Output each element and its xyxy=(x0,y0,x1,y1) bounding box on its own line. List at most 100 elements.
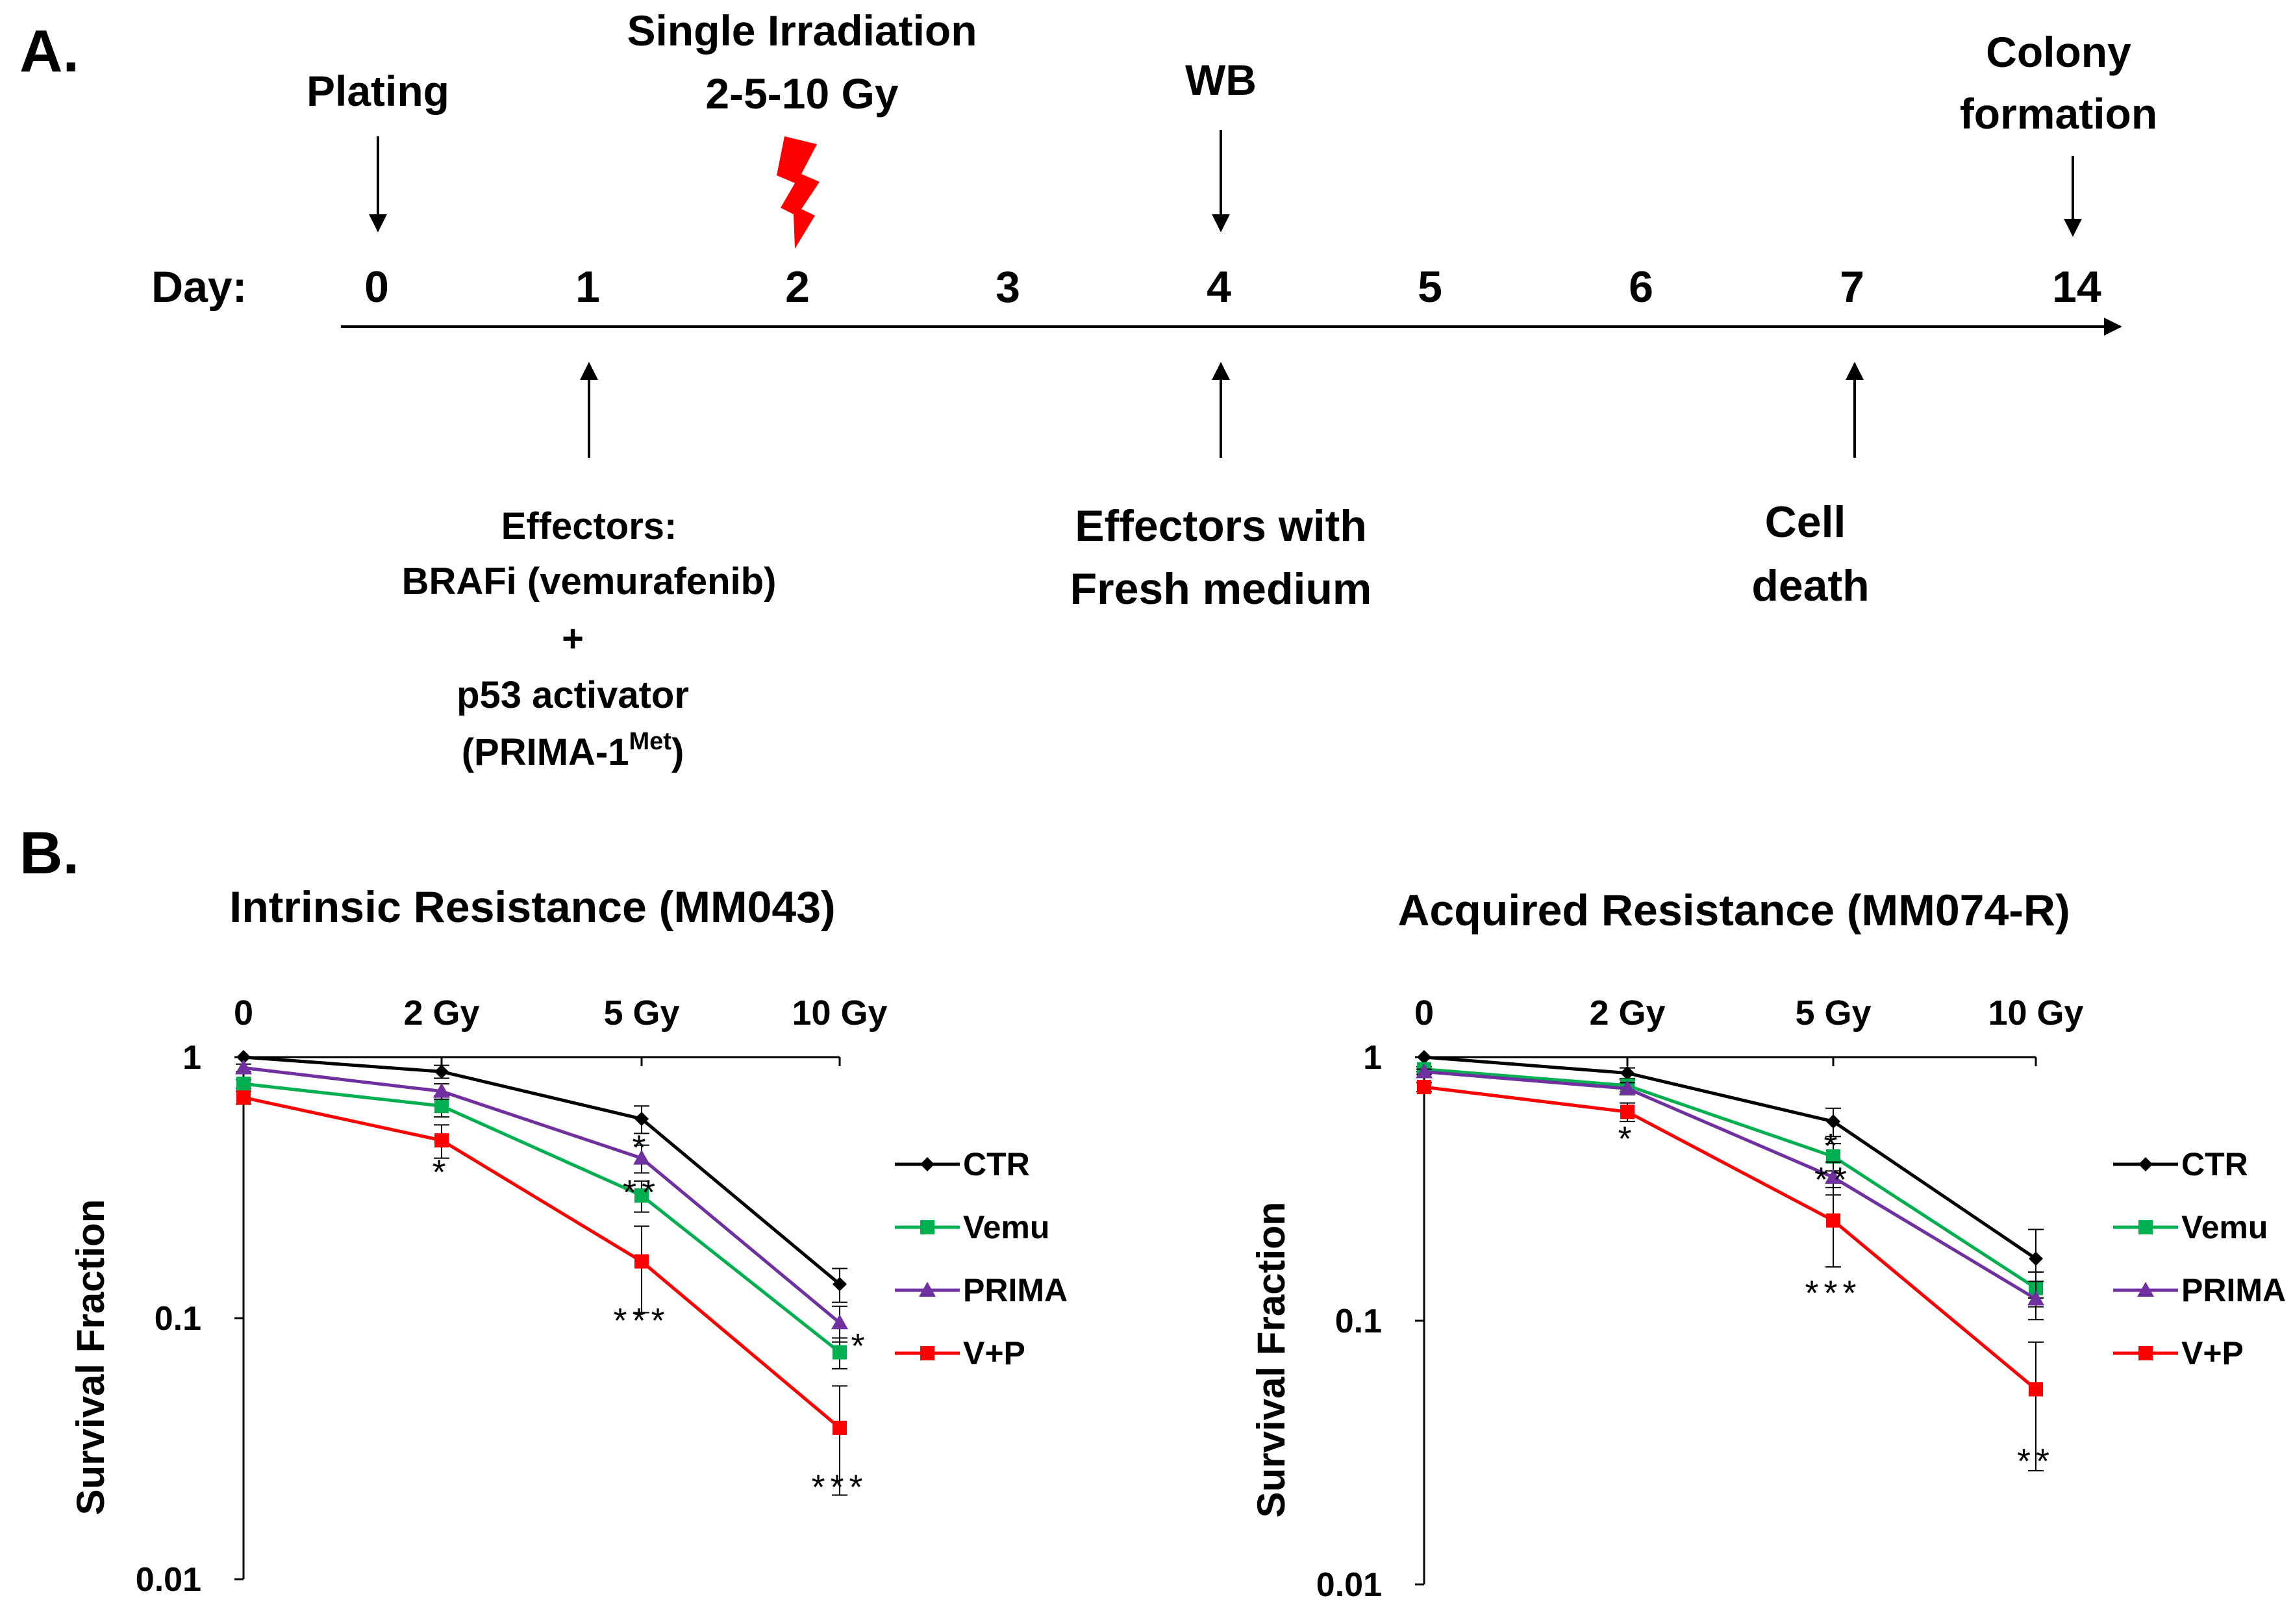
series-ctr xyxy=(1417,1050,2044,1299)
series-line xyxy=(243,1066,841,1325)
day-7: 7 xyxy=(1840,262,1864,312)
chart-title: Acquired Resistance (MM074-R) xyxy=(1397,886,2070,935)
data-point xyxy=(1619,1080,1636,1095)
data-point xyxy=(833,1345,847,1360)
day-14: 14 xyxy=(2052,262,2101,312)
data-point xyxy=(633,1149,650,1165)
day-5: 5 xyxy=(1418,262,1442,312)
event-colony-line1: Colony xyxy=(1986,28,2131,76)
top-events: Plating Single Irradiation 2-5-10 Gy WB … xyxy=(307,6,2157,249)
legend-marker xyxy=(2138,1346,2153,1360)
y-tick-label: 0.1 xyxy=(1335,1303,1382,1340)
data-point xyxy=(833,1420,847,1435)
series-v-p xyxy=(1416,1080,2044,1471)
series-line xyxy=(1423,1085,2037,1391)
event-effectors-line3: + xyxy=(562,618,584,660)
data-point xyxy=(235,1059,252,1075)
significance-annotation: * xyxy=(632,1129,651,1168)
event-plating: Plating xyxy=(307,67,449,115)
prima-prefix: (PRIMA-1 xyxy=(462,731,629,773)
legend-marker xyxy=(2138,1220,2153,1234)
event-death-line2: death xyxy=(1751,561,1869,610)
x-tick-label: 2 Gy xyxy=(1589,993,1665,1032)
bottom-events: Effectors: BRAFi (vemurafenib) + p53 act… xyxy=(402,362,1870,773)
data-point xyxy=(1620,1105,1635,1119)
data-point xyxy=(433,1082,450,1098)
data-point xyxy=(434,1133,449,1148)
event-death-line1: Cell xyxy=(1765,497,1846,547)
data-point xyxy=(1417,1050,1431,1064)
series-line xyxy=(1423,1070,2037,1301)
event-effectors-line1: Effectors: xyxy=(501,505,677,547)
day-2: 2 xyxy=(785,262,810,312)
legend-item: V+P xyxy=(895,1335,1025,1371)
event-fresh-line2: Fresh medium xyxy=(1070,564,1372,614)
day-0: 0 xyxy=(364,262,389,312)
legend-marker xyxy=(2138,1157,2153,1171)
chart-title: Intrinsic Resistance (MM043) xyxy=(229,882,835,932)
data-point xyxy=(634,1188,649,1203)
event-colony-line2: formation xyxy=(1960,90,2157,138)
legend-item: PRIMA xyxy=(895,1272,1068,1308)
series-prima xyxy=(1416,1063,2044,1321)
day-3: 3 xyxy=(996,262,1020,312)
lightning-bolt-icon xyxy=(777,136,820,249)
significance-annotation: ** xyxy=(2017,1442,2055,1480)
data-point xyxy=(831,1314,848,1330)
legend-item: Vemu xyxy=(2113,1209,2268,1245)
significance-annotation: * xyxy=(851,1327,870,1366)
data-point xyxy=(236,1090,251,1105)
prima-superscript: Met xyxy=(629,728,672,755)
event-irradiation-line2: 2-5-10 Gy xyxy=(705,69,898,118)
data-point xyxy=(236,1050,251,1064)
x-tick-label: 10 Gy xyxy=(792,993,887,1032)
y-tick-label: 0.01 xyxy=(136,1561,201,1599)
series-line xyxy=(1423,1068,2037,1290)
chart-intrinsic-resistance: Intrinsic Resistance (MM043) 0 2 Gy 5 Gy 10 … xyxy=(69,882,1068,1599)
series-line xyxy=(243,1082,841,1354)
data-point xyxy=(1826,1213,1840,1228)
significance-annotation: *** xyxy=(811,1468,868,1507)
chart-acquired-resistance: Acquired Resistance (MM074-R)0 2 Gy 5 Gy 10… xyxy=(1249,886,2286,1604)
x-tick-label: 0 xyxy=(1414,993,1434,1032)
data-point xyxy=(1826,1149,1840,1164)
legend-marker xyxy=(920,1346,934,1360)
series-prima xyxy=(235,1059,848,1343)
y-tick-label: 1 xyxy=(182,1039,201,1077)
legend-marker xyxy=(2137,1282,2154,1297)
series-v-p xyxy=(236,1090,847,1496)
data-point xyxy=(2029,1382,2043,1397)
data-point xyxy=(236,1077,251,1092)
significance-annotation: *** xyxy=(613,1301,670,1340)
y-axis-label: Survival Fraction xyxy=(1249,1202,1293,1518)
legend-label: Vemu xyxy=(2181,1209,2268,1245)
legend-marker xyxy=(920,1157,934,1171)
y-axis-label: Survival Fraction xyxy=(69,1199,112,1516)
x-tick-label: 5 Gy xyxy=(603,993,679,1032)
significance-annotation: *** xyxy=(1805,1274,1861,1313)
significance-annotation: * xyxy=(432,1153,451,1192)
data-point xyxy=(434,1099,449,1114)
series-line xyxy=(243,1095,841,1429)
series-ctr xyxy=(236,1050,847,1303)
series-line xyxy=(1423,1055,2037,1260)
prima-suffix: ) xyxy=(671,731,684,773)
legend-label: PRIMA xyxy=(963,1272,1068,1308)
panel-a-timeline: A. Day: 0 1 2 3 4 5 6 7 14 Plating Singl… xyxy=(19,6,2157,773)
data-point xyxy=(1826,1114,1840,1129)
legend-marker xyxy=(920,1220,934,1234)
significance-annotation: * xyxy=(1823,1127,1842,1166)
y-tick-label: 1 xyxy=(1363,1039,1382,1077)
panel-a-label: A. xyxy=(19,18,79,84)
data-point xyxy=(434,1064,449,1079)
series-vemu xyxy=(236,1077,847,1369)
legend-label: V+P xyxy=(2181,1335,2244,1371)
data-point xyxy=(634,1254,649,1269)
day-label: Day: xyxy=(151,262,247,312)
data-point xyxy=(2029,1251,2043,1266)
legend-item: PRIMA xyxy=(2113,1272,2286,1308)
data-point xyxy=(1825,1169,1842,1184)
legend-label: Vemu xyxy=(963,1209,1049,1245)
